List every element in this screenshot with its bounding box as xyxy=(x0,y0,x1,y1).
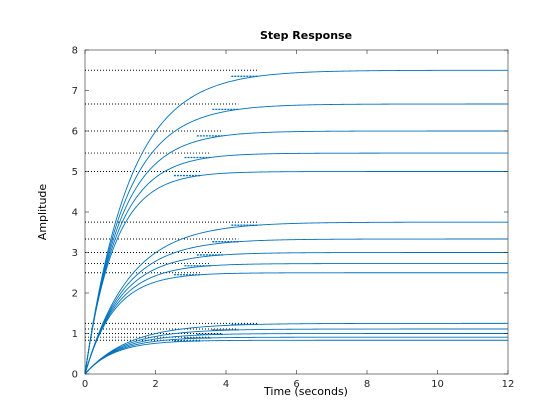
x-tick-label: 4 xyxy=(223,379,229,390)
step-response-curve-5 xyxy=(84,322,508,375)
y-axis-label: Amplitude xyxy=(36,184,49,241)
step-response-curve-2 xyxy=(84,336,508,375)
response-curves xyxy=(84,69,508,375)
x-tick-label: 2 xyxy=(152,379,158,390)
step-response-curve-8 xyxy=(84,252,508,375)
step-response-curve-9 xyxy=(84,238,508,375)
step-response-curve-15 xyxy=(84,69,508,375)
x-tick-label: 6 xyxy=(293,379,299,390)
x-tick-label: 10 xyxy=(431,379,444,390)
y-tick-label: 0 xyxy=(72,370,78,381)
y-tick-label: 4 xyxy=(72,208,78,219)
y-axis-ticks: 0 1 2 3 4 5 6 7 8 xyxy=(72,46,508,381)
y-tick-label: 7 xyxy=(72,86,78,97)
y-tick-label: 5 xyxy=(72,167,78,178)
step-response-curve-7 xyxy=(84,263,508,375)
chart-title: Step Response xyxy=(260,29,352,42)
y-tick-label: 2 xyxy=(72,289,78,300)
step-response-curve-14 xyxy=(84,103,508,375)
step-response-curve-6 xyxy=(84,272,508,375)
axes-box xyxy=(84,49,509,375)
y-tick-label: 8 xyxy=(72,46,78,57)
step-response-curve-4 xyxy=(84,328,508,375)
x-axis-ticks: 0 2 4 6 8 10 12 xyxy=(82,50,515,390)
y-tick-label: 1 xyxy=(72,329,78,340)
step-response-curve-10 xyxy=(84,221,508,375)
x-tick-label: 0 xyxy=(82,379,88,390)
final-value-reference-lines xyxy=(85,69,258,341)
x-axis-label: Time (seconds) xyxy=(263,385,348,398)
x-tick-label: 8 xyxy=(364,379,370,390)
y-tick-label: 6 xyxy=(72,127,78,138)
step-response-curve-13 xyxy=(84,130,508,375)
step-response-curve-3 xyxy=(84,333,508,375)
settling-time-markers xyxy=(173,75,258,342)
step-response-curve-11 xyxy=(84,171,508,375)
step-response-curve-1 xyxy=(84,339,508,375)
y-tick-label: 3 xyxy=(72,248,78,259)
step-response-curve-12 xyxy=(84,152,508,375)
x-tick-label: 12 xyxy=(502,379,515,390)
